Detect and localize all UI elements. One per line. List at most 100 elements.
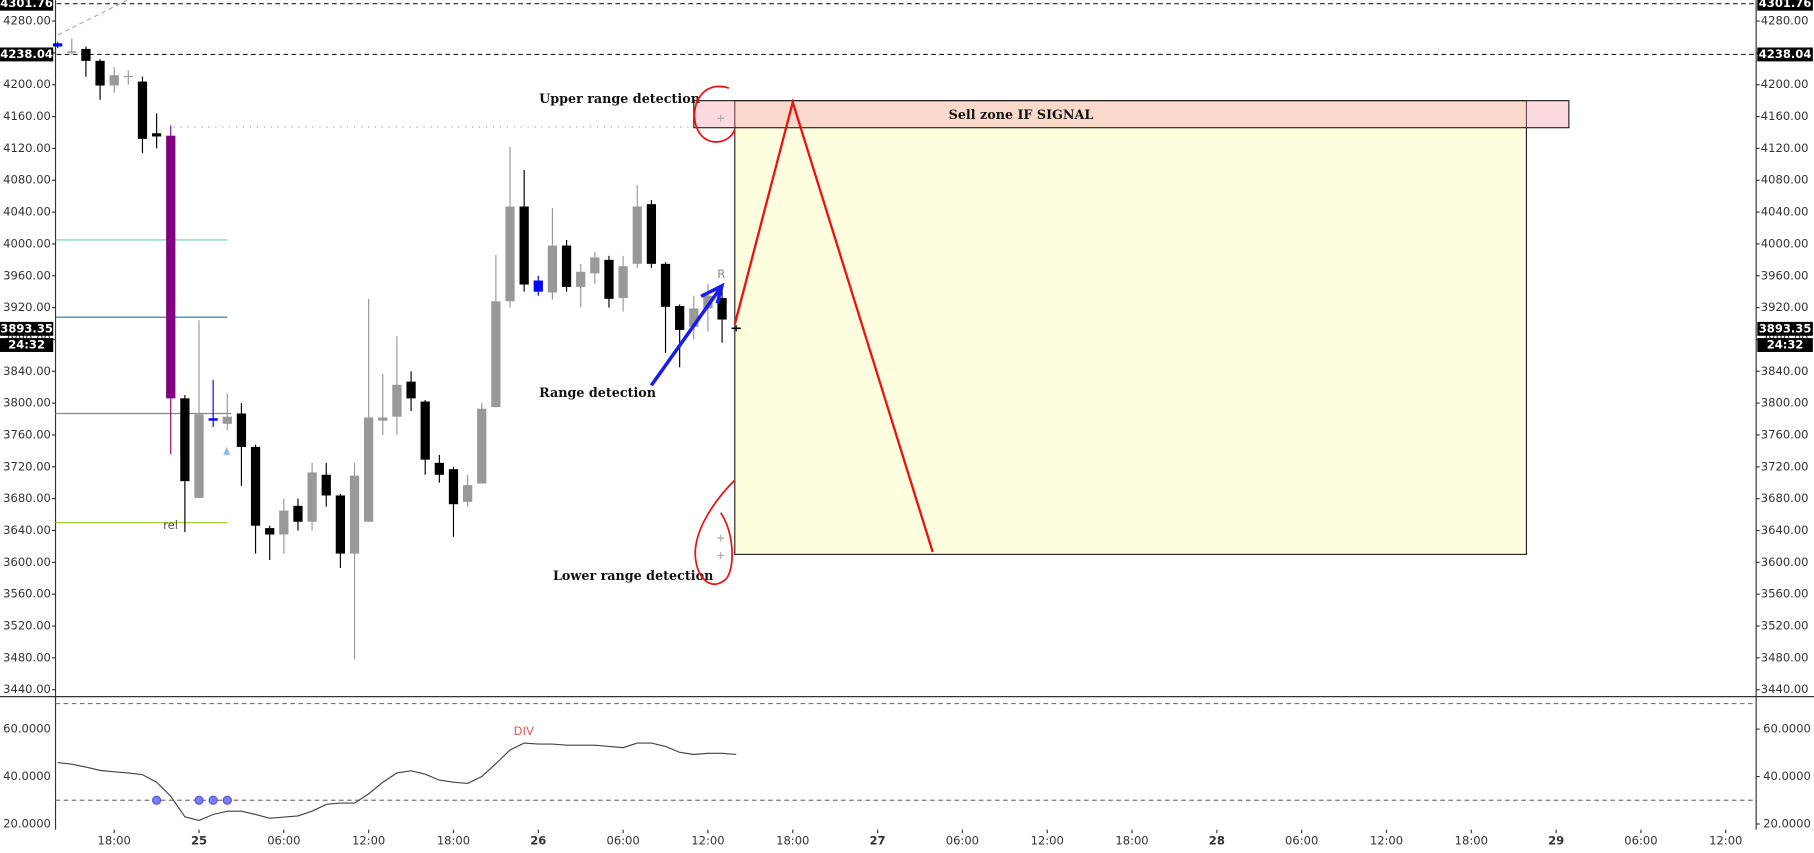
price-tag	[0, 321, 54, 336]
annotation: Lower range detection	[553, 568, 713, 583]
x-tick-label: 18:00	[1455, 834, 1488, 848]
candle-body	[448, 469, 459, 505]
candle-body	[137, 81, 148, 139]
candle-body	[236, 413, 247, 447]
y-tick-label: 4280.00	[1761, 14, 1809, 28]
y-tick-label: 4160.00	[3, 109, 51, 123]
price-tag-label: 4238.04	[1759, 47, 1812, 61]
candle-body	[265, 528, 275, 535]
y-tick-label: 4080.00	[1761, 173, 1809, 187]
candle-body	[95, 60, 105, 86]
signal-dot	[208, 795, 218, 805]
y-tick-label: 4040.00	[1761, 205, 1809, 219]
candle-body	[689, 308, 699, 327]
candle-body	[81, 48, 91, 61]
annotation: Upper range detection	[539, 91, 700, 106]
x-tick-label: 06:00	[1285, 834, 1318, 848]
candle-body	[378, 417, 388, 421]
target-box	[734, 100, 1528, 555]
price-tag	[1757, 0, 1813, 11]
y-tick-label: 60.0000	[1763, 722, 1811, 736]
candle-body	[590, 257, 600, 274]
candle-body	[491, 301, 501, 408]
candle-body	[561, 245, 572, 287]
candle-body	[321, 474, 331, 496]
y-tick-label: 3960.00	[1761, 268, 1809, 282]
y-tick-label: 4120.00	[1761, 141, 1809, 155]
countdown: 24:32	[8, 338, 45, 352]
zone-label: Sell zone IF SIGNAL	[949, 107, 1094, 122]
candle-body	[279, 510, 289, 535]
y-tick-label: 3840.00	[3, 364, 51, 378]
marker	[717, 114, 725, 559]
y-tick-label: 3680.00	[3, 491, 51, 505]
y-tick-label: 3760.00	[1761, 427, 1809, 441]
annotation: DIV	[514, 724, 534, 738]
annotation: Range detection	[539, 385, 656, 400]
y-tick-label: 4040.00	[3, 205, 51, 219]
candle-body	[477, 408, 487, 484]
x-tick-label: 18:00	[776, 834, 809, 848]
candle-body	[547, 245, 558, 293]
y-tick-label: 20.0000	[3, 816, 51, 830]
signal-dot	[222, 795, 232, 805]
candle-body	[434, 462, 444, 475]
candle-body	[618, 266, 628, 299]
hand-ellipse	[693, 85, 736, 143]
x-tick-label: 28	[1209, 834, 1225, 848]
y-tick-label: 3760.00	[3, 427, 51, 441]
hand-ellipse	[694, 479, 736, 585]
y-tick-label: 3800.00	[3, 396, 51, 410]
candle-body	[250, 446, 261, 526]
y-tick-label: 3600.00	[1761, 555, 1809, 569]
price-tag-label: 4238.04	[0, 47, 53, 61]
y-tick-label: 3720.00	[3, 459, 51, 473]
x-tick-label: 12:00	[1709, 834, 1742, 848]
candle-body	[646, 204, 657, 264]
price-tag	[1757, 47, 1813, 62]
candle-body	[420, 401, 430, 460]
price-tag-label: 4301.76	[1759, 0, 1812, 10]
x-tick-label: 26	[530, 834, 546, 848]
candle-body	[533, 280, 543, 292]
annotation: R	[717, 267, 725, 281]
candle-body	[406, 381, 416, 399]
candle-body	[123, 75, 133, 78]
countdown: 24:32	[1767, 338, 1804, 352]
candle-body	[293, 505, 303, 522]
x-tick-label: 06:00	[606, 834, 639, 848]
candle-body	[53, 43, 63, 47]
candle-body	[180, 398, 190, 482]
candle-body	[335, 495, 346, 554]
x-tick-label: 18:00	[1115, 834, 1148, 848]
price-tag-label: 3893.35	[1759, 321, 1812, 335]
candle-body	[717, 298, 727, 320]
arrow	[649, 282, 725, 387]
signal-dot	[151, 795, 162, 805]
candle-body	[462, 485, 473, 502]
y-tick-label: 3800.00	[1761, 396, 1809, 410]
y-tick-label: 4200.00	[1761, 77, 1809, 91]
x-tick-label: 12:00	[1031, 834, 1064, 848]
price-tag-label: 4301.76	[0, 0, 53, 10]
candle-body	[660, 263, 671, 307]
price-tag	[0, 47, 54, 62]
y-tick-label: 40.0000	[3, 769, 51, 783]
zigzag	[733, 98, 934, 553]
x-tick-label: 12:00	[691, 834, 724, 848]
y-tick-label: 4200.00	[3, 77, 51, 91]
y-tick-label: 20.0000	[1763, 816, 1811, 830]
y-tick-label: 3480.00	[3, 650, 51, 664]
y-tick-label: 4000.00	[1761, 236, 1809, 250]
y-tick-label: 3920.00	[3, 300, 51, 314]
candle-body	[576, 271, 586, 287]
y-tick-label: 40.0000	[1763, 769, 1811, 783]
y-tick-label: 4280.00	[3, 14, 51, 28]
candle-body	[166, 135, 176, 399]
x-tick-label: 18:00	[98, 834, 131, 848]
y-tick-label: 4000.00	[3, 236, 51, 250]
y-tick-label: 3720.00	[1761, 459, 1809, 473]
signal-dot	[194, 795, 204, 805]
candle-body	[632, 206, 642, 264]
countdown-tag	[0, 338, 54, 352]
